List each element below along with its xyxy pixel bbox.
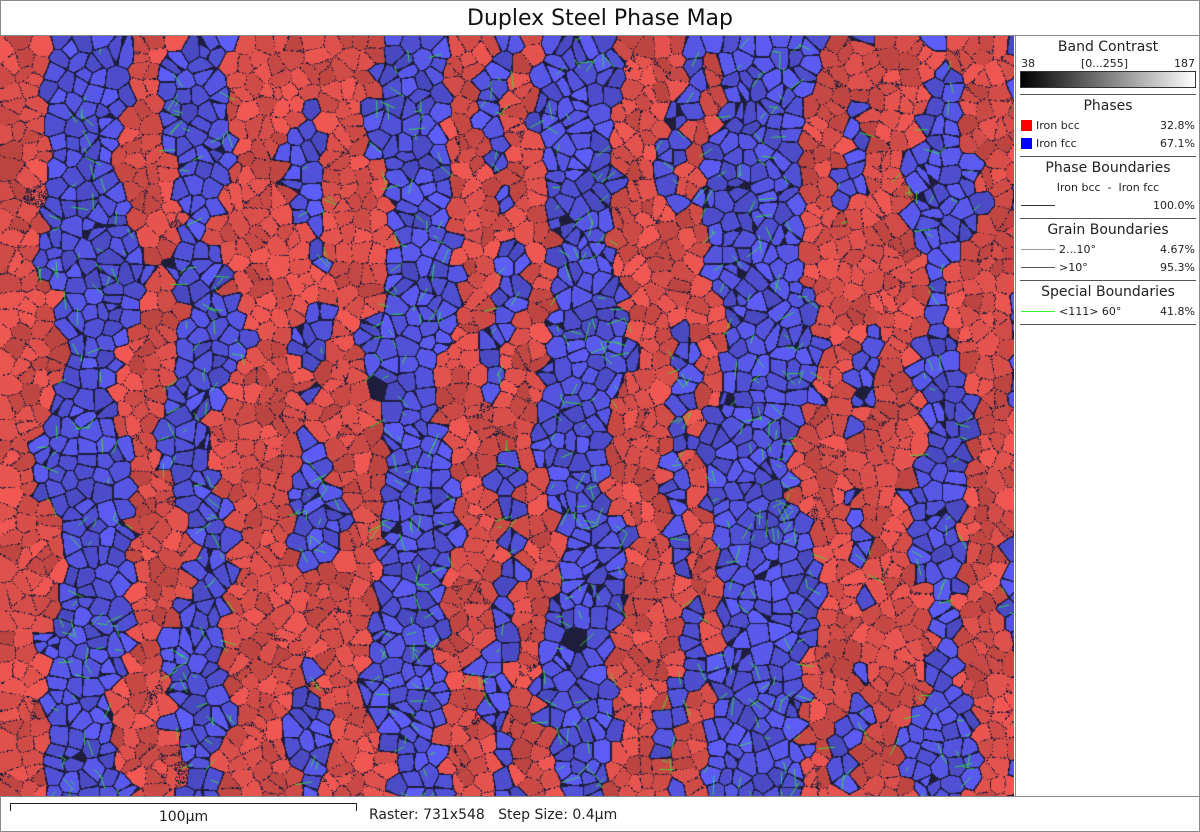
phase-item: Iron fcc 67.1% <box>1020 134 1196 152</box>
grain-boundary-item: >10° 95.3% <box>1020 258 1196 276</box>
raster-size: Raster: 731x548 <box>369 807 485 823</box>
special-boundary-value: 41.8% <box>1160 304 1195 318</box>
special-boundary-label: <111> 60° <box>1059 304 1122 318</box>
phases-heading: Phases <box>1083 98 1133 114</box>
scale-bar-label: 100µm <box>158 809 209 825</box>
status-bar: 100µm Raster: 731x548 Step Size: 0.4µm <box>0 796 1200 832</box>
legend-phases: Phases Iron bcc 32.8% Iron fcc 67.1% <box>1020 95 1196 157</box>
legend-panel: Band Contrast 38 [0...255] 187 Phases Ir… <box>1015 36 1200 796</box>
phase-value: 32.8% <box>1160 118 1195 132</box>
line-swatch <box>1021 248 1055 250</box>
phase-map-image <box>0 36 1014 796</box>
phase-boundary-item: 100.0% <box>1020 196 1196 214</box>
grain-boundary-value: 4.67% <box>1160 242 1195 256</box>
grain-boundary-value: 95.3% <box>1160 260 1195 274</box>
line-swatch <box>1021 310 1055 312</box>
line-swatch <box>1021 266 1055 268</box>
band-contrast-heading: Band Contrast <box>1057 39 1159 55</box>
phase-color-swatch <box>1021 119 1032 131</box>
grain-boundary-label: 2...10° <box>1059 242 1096 256</box>
phase-boundaries-heading: Phase Boundaries <box>1045 160 1171 176</box>
raster-info: Raster: 731x548 Step Size: 0.4µm <box>369 807 617 823</box>
phase-item: Iron bcc 32.8% <box>1020 116 1196 134</box>
grain-boundary-label: >10° <box>1059 260 1088 274</box>
band-contrast-min: 38 <box>1021 57 1035 70</box>
phase-value: 67.1% <box>1160 136 1195 150</box>
phase-boundary-value: 100.0% <box>1153 198 1195 212</box>
special-boundaries-heading: Special Boundaries <box>1041 284 1175 300</box>
grain-boundary-item: 2...10° 4.67% <box>1020 240 1196 258</box>
band-contrast-range: [0...255] <box>1080 57 1129 70</box>
phase-label: Iron fcc <box>1036 136 1077 150</box>
band-contrast-max: 187 <box>1173 57 1195 70</box>
phase-color-swatch <box>1021 137 1032 149</box>
legend-grain-boundaries: Grain Boundaries 2...10° 4.67% >10° 95.3% <box>1020 219 1196 281</box>
phase-label: Iron bcc <box>1036 118 1080 132</box>
grain-boundaries-heading: Grain Boundaries <box>1047 222 1169 238</box>
phase-boundary-pair: Iron bcc - Iron fcc <box>1056 180 1160 194</box>
special-boundary-item: <111> 60° 41.8% <box>1020 302 1196 320</box>
step-size: Step Size: 0.4µm <box>498 807 618 823</box>
band-contrast-gradient <box>1020 71 1196 88</box>
legend-phase-boundaries: Phase Boundaries Iron bcc - Iron fcc 100… <box>1020 157 1196 219</box>
legend-band-contrast: Band Contrast 38 [0...255] 187 <box>1020 36 1196 95</box>
map-title: Duplex Steel Phase Map <box>0 0 1200 36</box>
line-swatch <box>1021 204 1055 206</box>
scale-bar <box>10 803 357 811</box>
legend-special-boundaries: Special Boundaries <111> 60° 41.8% <box>1020 281 1196 325</box>
